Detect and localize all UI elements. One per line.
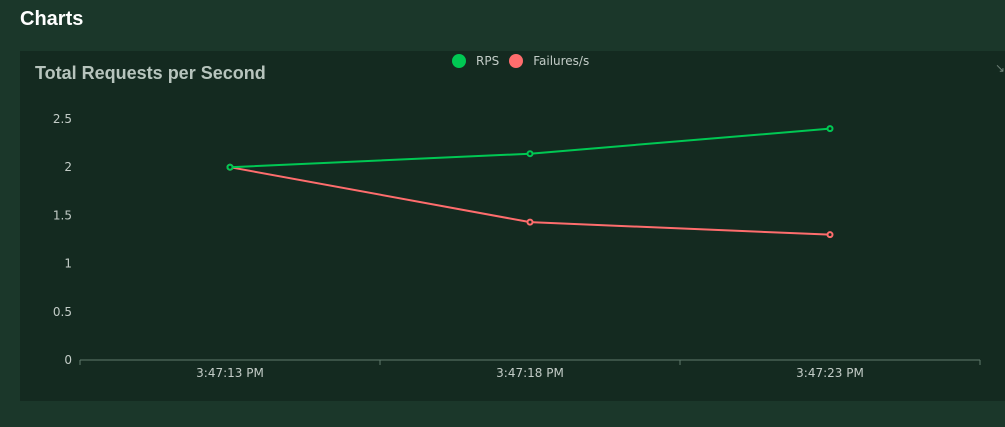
x-tick-label: 3:47:23 PM [796, 366, 864, 380]
series-line-rps [229, 127, 831, 169]
data-point-failures[interactable] [826, 231, 834, 239]
y-tick-label: 1 [64, 257, 72, 271]
x-tick-label: 3:47:18 PM [496, 366, 564, 380]
legend-item-rps[interactable]: RPS [452, 54, 499, 68]
y-axis-labels: 0 0.5 1 1.5 2 2.5 [53, 112, 72, 367]
y-tick-label: 2 [64, 160, 72, 174]
data-point-rps[interactable] [526, 150, 534, 158]
legend-item-failures[interactable]: Failures/s [509, 54, 589, 68]
legend-label-rps: RPS [476, 54, 500, 68]
chart-legend: RPS Failures/s [452, 54, 589, 68]
section-title: Charts [20, 8, 84, 30]
y-tick-label: 2.5 [53, 112, 72, 126]
legend-marker-failures [509, 54, 524, 68]
series-layer [226, 125, 834, 239]
chart-panel: Total Requests per Second RPS Failures/s… [20, 51, 1005, 401]
legend-marker-rps [452, 54, 466, 68]
expand-icon[interactable]: ↘ [995, 61, 1005, 75]
legend-label-failures: Failures/s [533, 54, 590, 68]
data-point-failures[interactable] [526, 218, 534, 226]
y-tick-label: 0 [64, 353, 72, 367]
x-axis-labels: 3:47:13 PM 3:47:18 PM 3:47:23 PM [196, 366, 864, 380]
y-tick-label: 0.5 [53, 305, 72, 319]
x-tick-label: 3:47:13 PM [196, 366, 264, 380]
data-point-rps[interactable] [226, 163, 234, 171]
data-point-rps[interactable] [826, 125, 834, 133]
line-chart-plot: 0 0.5 1 1.5 2 2.5 3:47:13 PM 3:47:18 PM 3:47:23… [53, 112, 981, 380]
chart-title: Total Requests per Second [35, 63, 266, 83]
x-axis [79, 359, 981, 365]
y-tick-label: 1.5 [53, 208, 72, 222]
